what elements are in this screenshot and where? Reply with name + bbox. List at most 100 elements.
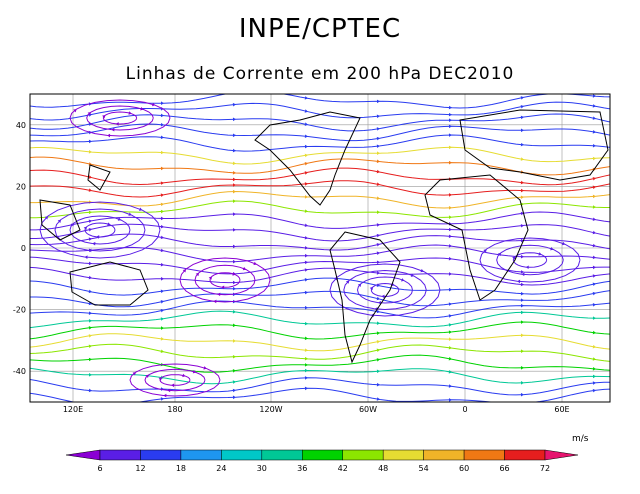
streamline-arrow — [520, 381, 524, 385]
streamline — [86, 105, 154, 131]
coastline — [424, 174, 529, 301]
streamline-arrow — [304, 109, 308, 113]
streamline-arrow — [448, 323, 452, 327]
streamline-arrow — [160, 289, 164, 294]
streamline-arrow — [448, 215, 452, 220]
streamline-arrow — [160, 101, 164, 106]
streamline-arrow — [232, 369, 236, 373]
colorbar-label: 54 — [419, 464, 429, 473]
streamline-arrow — [160, 317, 164, 321]
streamline — [179, 257, 271, 303]
streamline-arrow — [232, 286, 236, 291]
streamline-arrow — [448, 370, 452, 374]
streamline — [343, 269, 427, 311]
colorbar-segment — [261, 449, 303, 461]
streamline-arrow — [88, 301, 92, 306]
streamline-arrow — [520, 291, 524, 296]
streamline — [30, 256, 610, 275]
streamline-arrow — [138, 207, 143, 211]
streamline-arrow — [561, 241, 566, 246]
streamline-arrow — [592, 185, 596, 190]
streamline-arrow — [520, 157, 524, 161]
streamline-arrow — [592, 217, 596, 222]
streamline-arrow — [88, 275, 92, 280]
streamline-arrow — [376, 397, 380, 401]
streamline-arrow — [232, 354, 236, 359]
streamline — [30, 266, 610, 286]
streamline-arrow — [520, 392, 524, 397]
streamline-arrow — [88, 289, 92, 294]
streamline-arrow — [497, 252, 502, 257]
streamline-arrow — [73, 109, 77, 113]
streamline — [159, 374, 191, 386]
streamline — [30, 146, 610, 165]
streamline-arrow — [163, 393, 167, 398]
streamline-arrow — [102, 115, 106, 119]
streamline-arrow — [160, 150, 164, 155]
streamline-arrow — [376, 196, 380, 200]
streamline-arrow — [132, 372, 137, 376]
coastline — [254, 111, 361, 206]
streamline-arrow — [304, 144, 308, 149]
streamline-arrow — [88, 261, 92, 266]
streamline-arrow — [304, 153, 308, 158]
streamline-arrow — [520, 310, 524, 315]
streamline — [69, 215, 131, 245]
colorbar-label: 18 — [176, 464, 186, 473]
streamline-arrow — [88, 248, 92, 253]
streamline-arrow — [592, 282, 596, 287]
colorbar-label: 30 — [257, 464, 267, 473]
colorbar-units: m/s — [572, 434, 589, 444]
streamline-arrow — [232, 102, 236, 107]
streamline-arrow — [520, 188, 524, 193]
streamline-arrow — [304, 268, 308, 272]
streamline-arrow — [232, 133, 236, 138]
lat-label: -40 — [13, 367, 26, 376]
streamline — [329, 263, 441, 317]
streamline-arrow — [448, 227, 452, 232]
streamline-arrow — [520, 254, 524, 259]
streamline — [30, 277, 610, 296]
streamline-arrow — [592, 255, 596, 260]
colorbar-lower-triangle — [65, 449, 101, 461]
colorbar: 6 12 18 24 30 36 42 48 54 60 66 72 — [65, 449, 579, 473]
streamline-arrow — [88, 311, 92, 315]
streamline-arrow — [448, 337, 452, 341]
streamline-arrow — [376, 296, 380, 301]
streamline — [30, 167, 610, 186]
streamline-arrow — [160, 122, 164, 127]
streamline-arrow — [160, 349, 164, 353]
streamline — [356, 276, 413, 304]
streamline-arrow — [203, 366, 207, 370]
colorbar-segment — [463, 449, 505, 461]
streamline-arrow — [145, 374, 150, 378]
streamline-arrow — [182, 373, 186, 378]
colorbar-label: 24 — [216, 464, 226, 473]
streamline-arrow — [160, 276, 164, 281]
streamline-arrow — [232, 388, 236, 393]
colorbar-segment — [504, 449, 546, 461]
streamline-arrow — [376, 99, 380, 104]
colorbar-label: 72 — [540, 464, 550, 473]
streamline-arrow — [520, 333, 524, 338]
streamline — [209, 272, 241, 288]
streamline-arrow — [167, 388, 171, 393]
streamline-arrow — [88, 210, 92, 215]
streamline-arrow — [232, 309, 236, 314]
streamline-arrow — [44, 216, 49, 220]
streamline-arrow — [592, 381, 596, 385]
streamline-arrow — [232, 339, 236, 343]
streamline-arrow — [160, 202, 164, 207]
streamline-arrow — [448, 118, 452, 122]
streamline-arrow — [232, 244, 236, 249]
streamline-arrow — [128, 111, 132, 115]
streamline — [30, 223, 610, 242]
streamline-arrow — [376, 114, 380, 119]
streamline-arrow — [448, 398, 452, 402]
streamline — [144, 368, 206, 392]
streamline-arrow — [520, 128, 524, 133]
streamline-arrow — [232, 228, 236, 232]
streamline-arrow — [232, 280, 236, 285]
streamline-arrow — [448, 287, 452, 292]
